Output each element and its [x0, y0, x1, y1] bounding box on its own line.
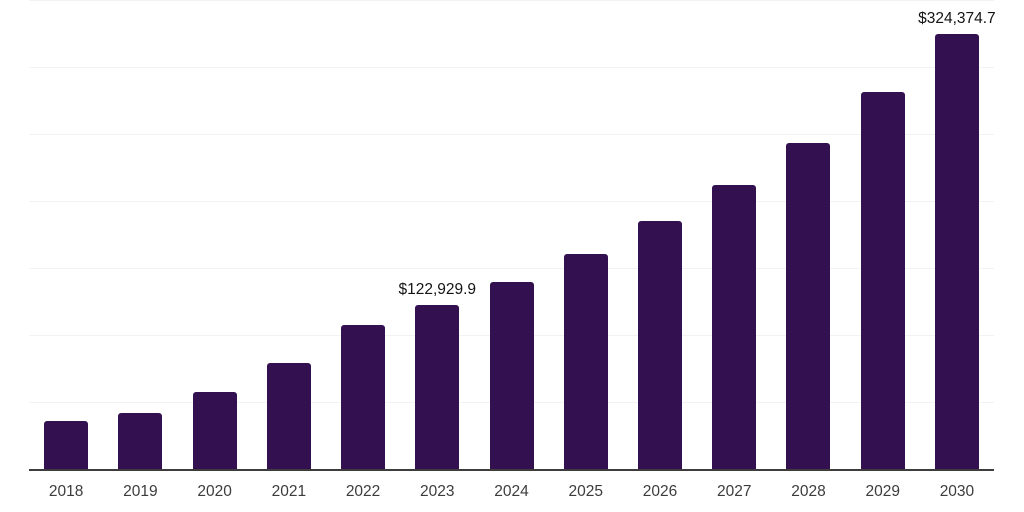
- x-tick-label-2022: 2022: [345, 483, 381, 500]
- x-tick-label-2021: 2021: [271, 483, 307, 500]
- bar-2028: [786, 142, 831, 470]
- bar-2021: [266, 362, 311, 470]
- x-tick-label-2019: 2019: [123, 483, 158, 500]
- x-tick-label-2027: 2027: [716, 483, 752, 500]
- bar-2025: [563, 253, 608, 470]
- bar-2020: [192, 392, 237, 470]
- x-axis-line: [29, 469, 994, 471]
- bar-2018: [44, 420, 89, 470]
- gridline-250000: [29, 133, 994, 135]
- bar-2022: [341, 324, 386, 470]
- bar-2023: [415, 304, 460, 470]
- x-axis-tick-labels: 2018 2019 2020 2021 2022 2023 2024 2025 2026 2027…: [29, 482, 994, 502]
- gridline-150000: [29, 268, 994, 270]
- data-label-2030: $324,374.7: [918, 10, 996, 28]
- x-tick-label-2029: 2029: [865, 483, 900, 500]
- x-tick-label-2023: 2023: [420, 483, 455, 500]
- bar-2029: [860, 91, 905, 470]
- x-tick-label-2024: 2024: [494, 483, 529, 500]
- gridline-300000: [29, 66, 994, 68]
- bar-2026: [637, 220, 682, 470]
- bar-2024: [489, 281, 534, 470]
- bar-2027: [712, 184, 757, 470]
- bar-2019: [118, 412, 163, 470]
- data-label-2023: $122,929.9: [398, 280, 477, 298]
- x-tick-label-2020: 2020: [197, 483, 232, 500]
- x-tick-label-2026: 2026: [642, 483, 678, 500]
- bar-2030: [934, 34, 979, 470]
- plot-area: $122,929.9 $324,374.7: [29, 0, 996, 471]
- x-tick-label-2025: 2025: [568, 483, 603, 500]
- gridline-350000: [29, 0, 994, 1]
- x-tick-label-2018: 2018: [48, 483, 84, 500]
- x-tick-label-2028: 2028: [791, 483, 826, 500]
- gridline-200000: [29, 200, 994, 202]
- x-tick-label-2030: 2030: [939, 483, 975, 500]
